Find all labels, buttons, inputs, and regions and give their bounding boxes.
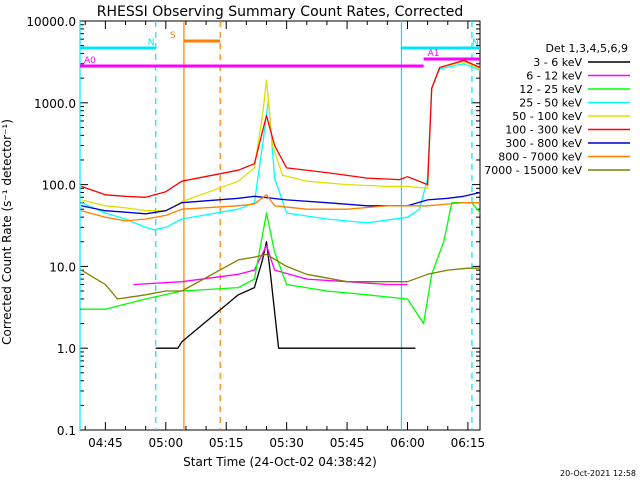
legend-label: 7000 - 15000 keV [484, 164, 582, 177]
series-line-8 [81, 194, 480, 222]
legend-label: 50 - 100 keV [512, 110, 582, 123]
flag-label-n: N [148, 38, 155, 48]
legend-label: 6 - 12 keV [526, 70, 582, 83]
series-line-7 [81, 191, 481, 215]
x-tick-label: 05:00 [149, 436, 184, 450]
y-tick-label: 10.0 [49, 260, 76, 274]
legend-label: 3 - 6 keV [533, 56, 582, 69]
y-tick-label: 10000.0 [26, 15, 76, 29]
legend-label: 12 - 25 keV [519, 83, 582, 96]
flag-label-a1: A1 [428, 49, 440, 59]
y-tick-label: 1.0 [57, 342, 76, 356]
series-line-6 [80, 59, 481, 198]
x-tick-label: 06:00 [390, 436, 425, 450]
y-axis-label: Corrected Count Rate (s⁻¹ detector⁻¹) [0, 119, 14, 345]
legend-label: 300 - 800 keV [505, 137, 582, 150]
chart-title: RHESSI Observing Summary Count Rates, Co… [97, 4, 463, 20]
series-line-9 [80, 253, 480, 300]
plot-area: 0.1 1.0 10.0 100.0 1000.0 10000.0 04:45 05:00 05… [26, 15, 485, 450]
x-tick-label: 05:15 [209, 436, 244, 450]
series-line-2 [133, 244, 408, 286]
legend-label: 800 - 7000 keV [498, 151, 582, 164]
flag-label-a0: A0 [84, 56, 96, 66]
x-axis-label: Start Time (24-Oct-02 04:38:42) [183, 455, 377, 469]
legend-label: 100 - 300 keV [505, 124, 582, 137]
x-tick-label: 06:15 [451, 436, 486, 450]
x-tick-label: 04:45 [88, 436, 123, 450]
series-line-3 [81, 202, 481, 325]
footer-timestamp: 20-Oct-2021 12:58 [560, 469, 636, 478]
y-tick-label: 1000.0 [34, 97, 76, 111]
y-tick-label: 0.1 [57, 424, 76, 438]
flag-label-n: N [472, 38, 479, 48]
x-tick-label: 05:45 [330, 436, 365, 450]
legend-label: 25 - 50 keV [519, 97, 582, 110]
y-tick-label: 100.0 [42, 179, 76, 193]
flag-label-s: S [170, 31, 176, 41]
legend-title: Det 1,3,4,5,6,9 [545, 42, 628, 55]
x-tick-label: 05:30 [269, 436, 304, 450]
